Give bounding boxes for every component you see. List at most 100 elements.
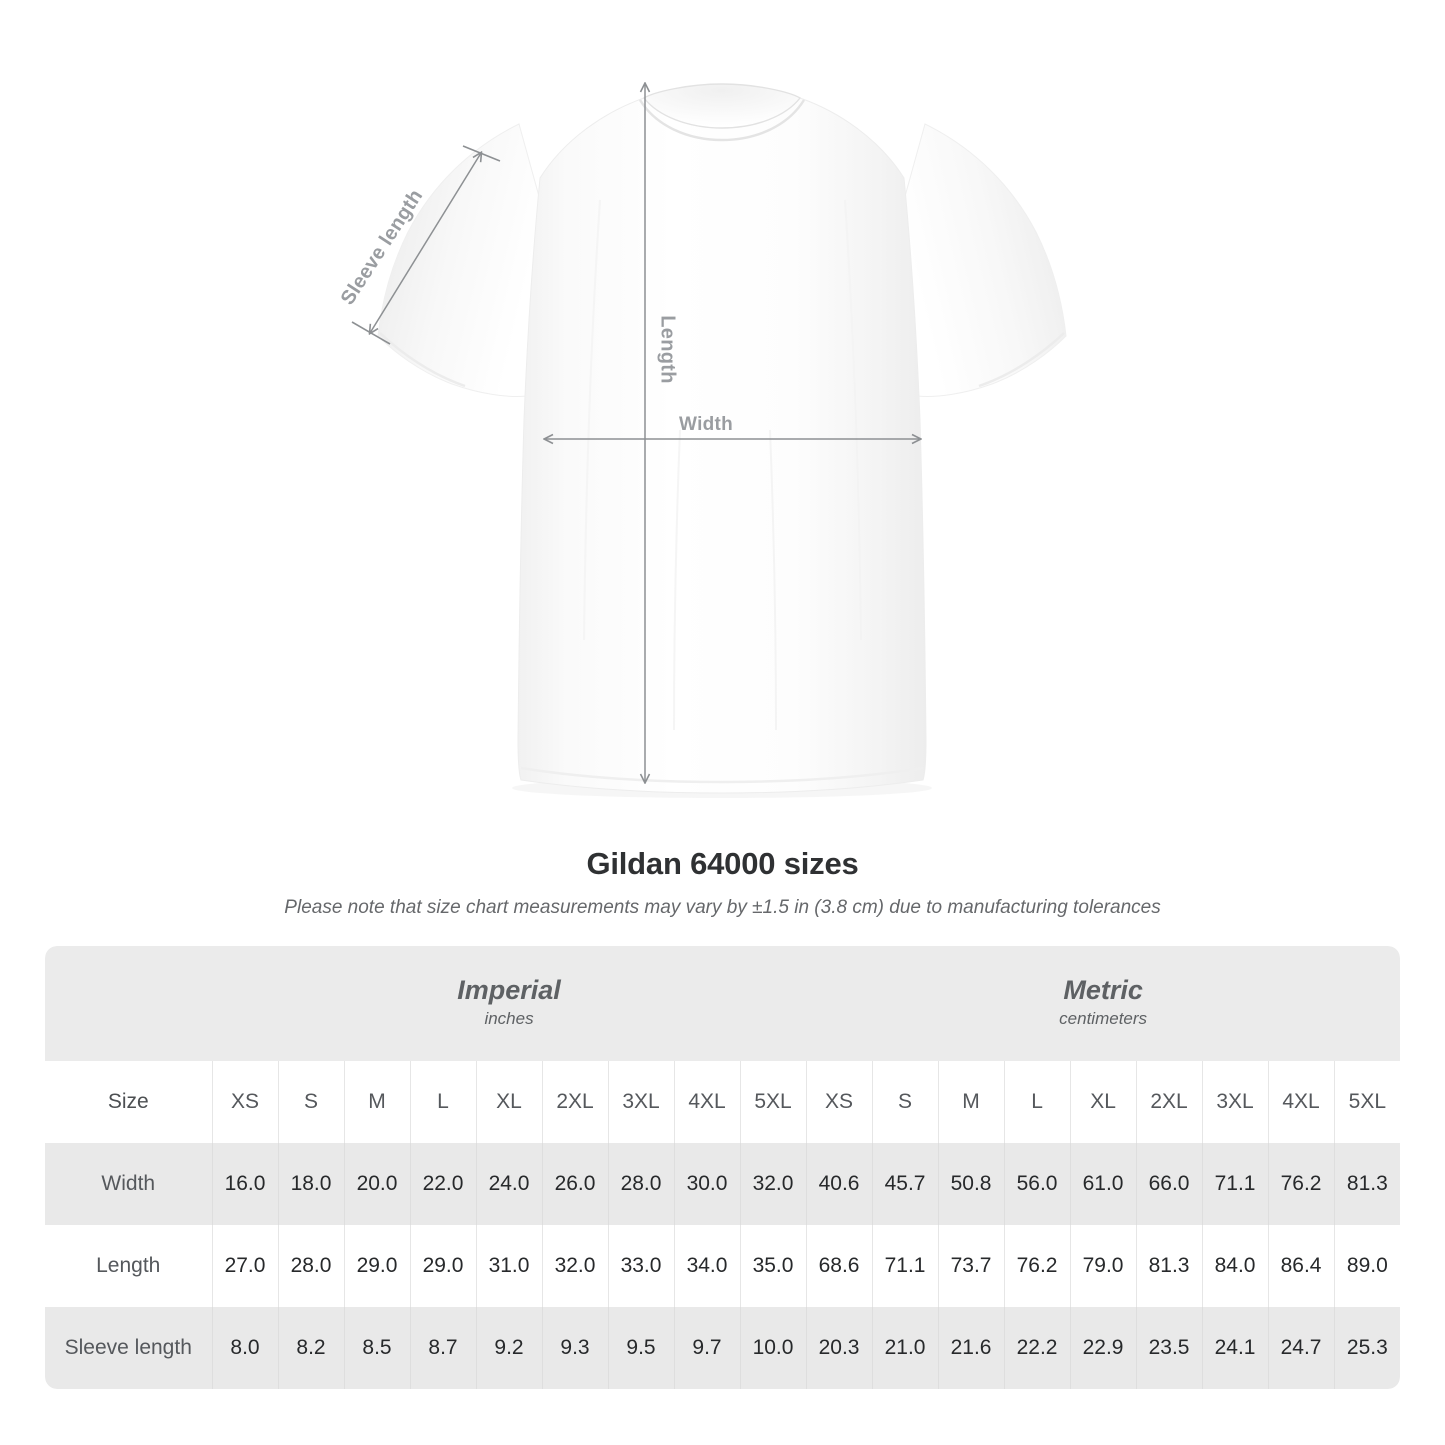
size-chart-table-container: Imperial inches Metric centimeters Size XS S M L… bbox=[45, 946, 1401, 1389]
measurement-cell: 68.6 bbox=[805, 1225, 873, 1307]
size-header-cell: M bbox=[343, 1061, 410, 1143]
measurement-cell: 23.5 bbox=[1135, 1307, 1203, 1389]
measurement-cell: 8.0 bbox=[211, 1307, 278, 1389]
measurement-cell: 21.0 bbox=[871, 1307, 939, 1389]
measurement-cell: 9.2 bbox=[475, 1307, 542, 1389]
page-title: Gildan 64000 sizes bbox=[586, 846, 859, 881]
measurement-cell: 26.0 bbox=[541, 1143, 608, 1225]
size-header-row: Size XS S M L XL 2XL 3XL 4XL 5XL XS S M L XL 2XL 3XL 4XL 5… bbox=[45, 1061, 1401, 1143]
size-header-cell: XL bbox=[475, 1061, 542, 1143]
unit-header-metric: Metric centimeters bbox=[806, 946, 1401, 1061]
size-header-cell: S bbox=[871, 1061, 939, 1143]
size-header-cell: 4XL bbox=[673, 1061, 740, 1143]
measurement-cell: 21.6 bbox=[937, 1307, 1005, 1389]
measurement-cell: 9.7 bbox=[673, 1307, 740, 1389]
measurement-cell: 66.0 bbox=[1135, 1143, 1203, 1225]
measurement-cell: 61.0 bbox=[1069, 1143, 1137, 1225]
measurement-cell: 9.3 bbox=[541, 1307, 608, 1389]
unit-subtitle: inches bbox=[484, 1009, 534, 1029]
measurement-cell: 76.2 bbox=[1003, 1225, 1071, 1307]
measurement-cell: 8.2 bbox=[277, 1307, 344, 1389]
measurement-cell: 56.0 bbox=[1003, 1143, 1071, 1225]
measurement-cell: 35.0 bbox=[739, 1225, 807, 1307]
size-header-cell: 3XL bbox=[1201, 1061, 1269, 1143]
measurement-cell: 79.0 bbox=[1069, 1225, 1137, 1307]
right-sleeve bbox=[903, 123, 1067, 397]
measurement-cell: 22.9 bbox=[1069, 1307, 1137, 1389]
shirt-body bbox=[517, 97, 927, 794]
size-header-cell: 4XL bbox=[1267, 1061, 1335, 1143]
measurement-cell: 27.0 bbox=[211, 1225, 278, 1307]
measurement-cell: 9.5 bbox=[607, 1307, 674, 1389]
tshirt-diagram: Sleeve length Length Width bbox=[336, 0, 1067, 794]
measurement-cell: 8.5 bbox=[343, 1307, 410, 1389]
measurement-cell: 81.3 bbox=[1333, 1143, 1401, 1225]
sleeve-length-measure-arrow bbox=[351, 145, 501, 345]
measurement-cell: 10.0 bbox=[739, 1307, 807, 1389]
unit-banner-spacer bbox=[45, 946, 212, 1061]
right-sleeve-hem bbox=[978, 332, 1065, 388]
measurement-cell: 40.6 bbox=[805, 1143, 873, 1225]
fabric-folds bbox=[583, 199, 862, 731]
measurement-cell: 31.0 bbox=[475, 1225, 542, 1307]
table-row: Sleeve length 8.0 8.2 8.5 8.7 9.2 9.3 9.5 9.7 10.… bbox=[45, 1307, 1401, 1389]
size-header-cell: 3XL bbox=[607, 1061, 674, 1143]
hem-seam bbox=[520, 766, 924, 784]
measurement-cell: 89.0 bbox=[1333, 1225, 1401, 1307]
size-header-cell: XS bbox=[805, 1061, 873, 1143]
size-header-cell: 5XL bbox=[1333, 1061, 1401, 1143]
measurement-cell: 34.0 bbox=[673, 1225, 740, 1307]
measurement-cell: 50.8 bbox=[937, 1143, 1005, 1225]
table-row: Width 16.0 18.0 20.0 22.0 24.0 26.0 28.0 30.0 32.… bbox=[45, 1143, 1401, 1225]
tshirt-illustration bbox=[351, 0, 1067, 794]
measurement-cell: 30.0 bbox=[673, 1143, 740, 1225]
size-chart-table: Imperial inches Metric centimeters Size XS S M L… bbox=[45, 946, 1401, 1389]
measurement-cell: 71.1 bbox=[1201, 1143, 1269, 1225]
unit-header-imperial: Imperial inches bbox=[212, 946, 807, 1061]
measurement-cell: 32.0 bbox=[739, 1143, 807, 1225]
size-header-cell: L bbox=[1003, 1061, 1071, 1143]
measurement-cell: 18.0 bbox=[277, 1143, 344, 1225]
tolerance-note: Please note that size chart measurements… bbox=[284, 896, 1161, 918]
measurement-cell: 81.3 bbox=[1135, 1225, 1203, 1307]
row-header-length: Length bbox=[45, 1225, 212, 1307]
unit-subtitle: centimeters bbox=[1059, 1009, 1148, 1029]
length-label: Length bbox=[656, 315, 679, 384]
measurement-cell: 45.7 bbox=[871, 1143, 939, 1225]
measurement-cell: 28.0 bbox=[277, 1225, 344, 1307]
measurement-cell: 33.0 bbox=[607, 1225, 674, 1307]
row-header-sleeve-length: Sleeve length bbox=[45, 1307, 212, 1389]
measurement-cell: 8.7 bbox=[409, 1307, 476, 1389]
measurement-cell: 22.0 bbox=[409, 1143, 476, 1225]
unit-name: Metric bbox=[1063, 975, 1143, 1006]
width-label: Width bbox=[679, 414, 734, 435]
measurement-cell: 20.3 bbox=[805, 1307, 873, 1389]
size-column-header: Size bbox=[45, 1061, 212, 1143]
left-sleeve-hem bbox=[379, 332, 466, 388]
size-header-cell: L bbox=[409, 1061, 476, 1143]
left-sleeve bbox=[377, 123, 541, 397]
size-header-cell: M bbox=[937, 1061, 1005, 1143]
measurement-cell: 76.2 bbox=[1267, 1143, 1335, 1225]
unit-banner-row: Imperial inches Metric centimeters bbox=[45, 946, 1401, 1061]
title-block: Gildan 64000 sizes Please note that size… bbox=[0, 845, 1445, 920]
unit-name: Imperial bbox=[457, 975, 561, 1006]
collar-inner-seam bbox=[638, 99, 806, 142]
size-header-cell: 5XL bbox=[739, 1061, 807, 1143]
measurement-cell: 24.1 bbox=[1201, 1307, 1269, 1389]
measurement-cell: 22.2 bbox=[1003, 1307, 1071, 1389]
measurement-cell: 29.0 bbox=[409, 1225, 476, 1307]
measurement-cell: 84.0 bbox=[1201, 1225, 1269, 1307]
measurement-cell: 28.0 bbox=[607, 1143, 674, 1225]
size-header-cell: S bbox=[277, 1061, 344, 1143]
measurement-cell: 71.1 bbox=[871, 1225, 939, 1307]
collar bbox=[642, 83, 802, 129]
measurement-cell: 29.0 bbox=[343, 1225, 410, 1307]
size-header-cell: XS bbox=[211, 1061, 278, 1143]
measurement-cell: 32.0 bbox=[541, 1225, 608, 1307]
table-row: Length 27.0 28.0 29.0 29.0 31.0 32.0 33.0 34.0 35… bbox=[45, 1225, 1401, 1307]
measurement-cell: 20.0 bbox=[343, 1143, 410, 1225]
measurement-cell: 16.0 bbox=[211, 1143, 278, 1225]
measurement-cell: 25.3 bbox=[1333, 1307, 1401, 1389]
size-header-cell: 2XL bbox=[541, 1061, 608, 1143]
